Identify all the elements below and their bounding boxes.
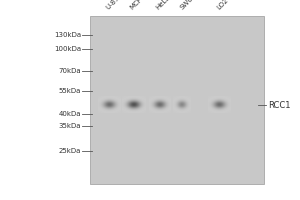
Text: U-87MG: U-87MG	[105, 0, 129, 11]
Text: 70kDa: 70kDa	[58, 68, 81, 74]
Text: RCC1: RCC1	[268, 101, 291, 110]
Text: 100kDa: 100kDa	[54, 46, 81, 52]
Text: MCF7: MCF7	[129, 0, 147, 11]
Text: LO2: LO2	[216, 0, 230, 11]
Text: 25kDa: 25kDa	[58, 148, 81, 154]
Text: 130kDa: 130kDa	[54, 32, 81, 38]
Text: HeLa: HeLa	[155, 0, 172, 11]
Text: SW620: SW620	[179, 0, 200, 11]
Bar	[90, 16, 264, 184]
Text: 35kDa: 35kDa	[58, 123, 81, 129]
Text: 40kDa: 40kDa	[58, 111, 81, 117]
Text: 55kDa: 55kDa	[58, 88, 81, 94]
